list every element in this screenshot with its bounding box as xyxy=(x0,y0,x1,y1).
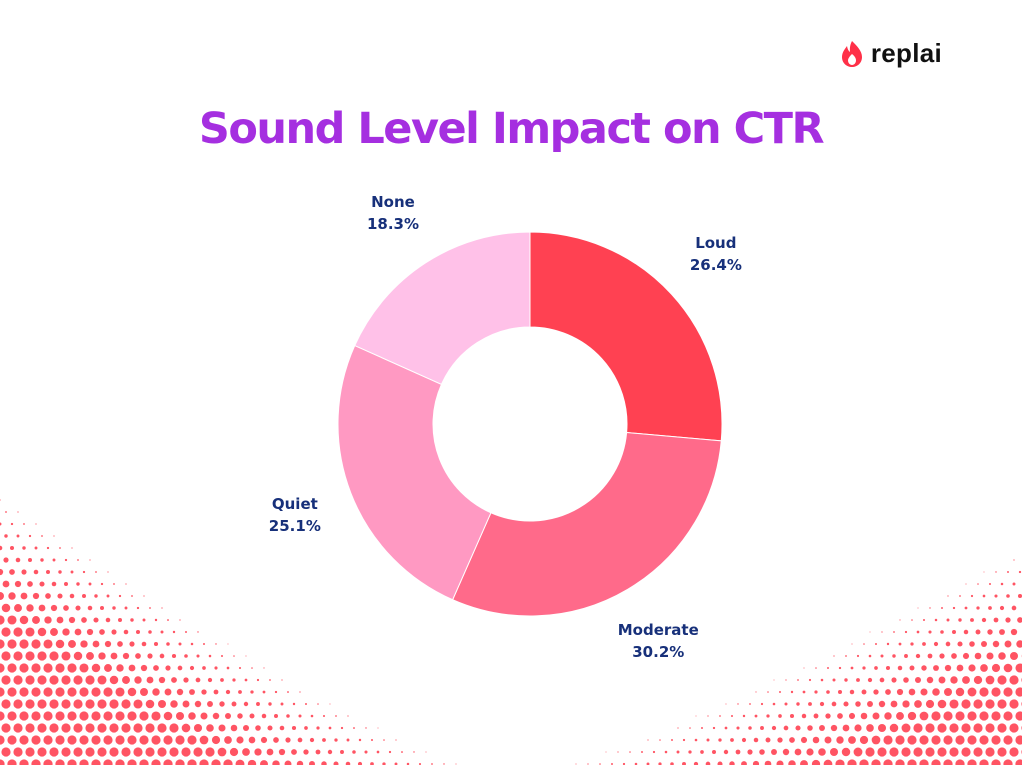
slice-label-value: 26.4% xyxy=(689,255,742,274)
slice-label-quiet: Quiet 25.1% xyxy=(269,493,321,537)
slice-label-name: None xyxy=(371,192,415,211)
brand-logo: replai xyxy=(841,38,942,69)
slice-label-none: None 18.3% xyxy=(367,191,419,235)
slice-loud xyxy=(529,231,723,442)
chart-title: Sound Level Impact on CTR xyxy=(198,104,825,154)
slice-quiet xyxy=(337,344,492,601)
slice-moderate xyxy=(451,431,722,617)
slice-label-name: Moderate xyxy=(617,620,699,639)
slice-label-value: 25.1% xyxy=(268,516,321,535)
slice-label-name: Loud xyxy=(695,233,737,252)
slice-label-value: 18.3% xyxy=(366,214,419,233)
slice-label-moderate: Moderate 30.2% xyxy=(618,619,699,663)
slice-none xyxy=(354,231,531,386)
slice-label-name: Quiet xyxy=(271,494,318,513)
slice-label-value: 30.2% xyxy=(632,642,685,661)
slice-label-loud: Loud 26.4% xyxy=(690,232,742,276)
brand-name: replai xyxy=(870,38,942,68)
flame-icon xyxy=(841,40,862,67)
